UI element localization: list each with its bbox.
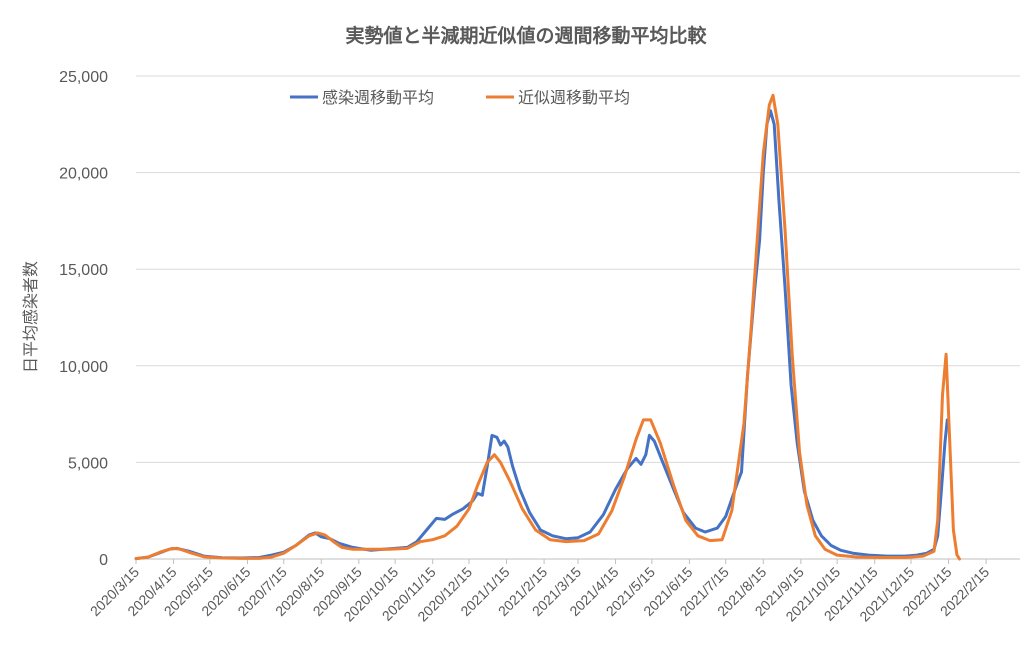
y-tick-labels: 0 5,000 10,000 15,000 20,000 25,000 xyxy=(59,69,108,569)
legend: 感染週移動平均 近似週移動平均 xyxy=(290,88,630,107)
y-tick-label: 10,000 xyxy=(59,359,108,376)
y-tick-label: 15,000 xyxy=(59,262,108,279)
series-lines xyxy=(134,93,961,561)
legend-label: 近似週移動平均 xyxy=(518,88,630,107)
y-tick-label: 5,000 xyxy=(68,455,108,472)
y-tick-label: 0 xyxy=(99,552,108,569)
gridlines xyxy=(136,75,1020,463)
y-tick-label: 25,000 xyxy=(59,69,108,86)
chart-title: 実勢値と半減期近似値の週間移動平均比較 xyxy=(345,24,707,47)
y-axis-label: 日平均感染者数 xyxy=(21,261,40,373)
series-line-approx xyxy=(134,93,961,561)
legend-label: 感染週移動平均 xyxy=(322,88,434,107)
axes xyxy=(135,558,1020,564)
y-tick-label: 20,000 xyxy=(59,166,108,183)
